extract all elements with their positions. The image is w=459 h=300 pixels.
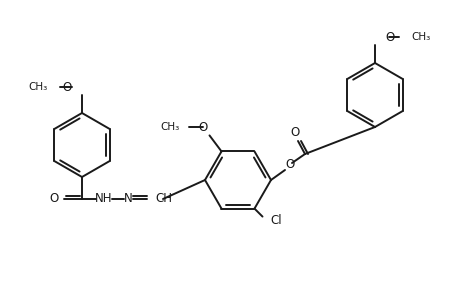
Text: CH₃: CH₃: [28, 82, 48, 92]
Text: O: O: [384, 31, 393, 44]
Text: NH: NH: [95, 193, 112, 206]
Text: CH: CH: [155, 193, 172, 206]
Text: O: O: [50, 193, 59, 206]
Text: N: N: [123, 193, 132, 206]
Text: O: O: [62, 80, 72, 94]
Text: O: O: [290, 127, 299, 140]
Text: O: O: [198, 121, 207, 134]
Text: Cl: Cl: [270, 214, 281, 227]
Text: CH₃: CH₃: [410, 32, 429, 42]
Text: CH₃: CH₃: [160, 122, 179, 132]
Text: O: O: [285, 158, 294, 172]
